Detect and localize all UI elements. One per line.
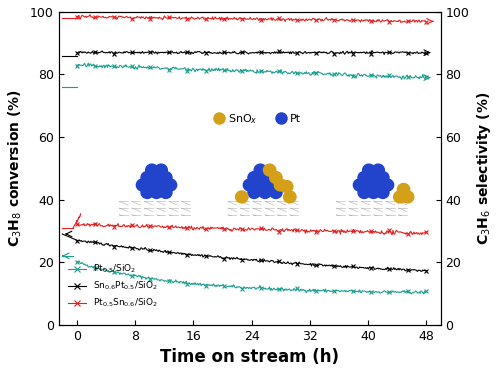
Circle shape	[254, 164, 266, 176]
Circle shape	[372, 179, 384, 191]
Circle shape	[270, 172, 282, 184]
Circle shape	[394, 191, 406, 203]
Circle shape	[259, 172, 271, 184]
Circle shape	[280, 181, 293, 192]
Circle shape	[146, 164, 158, 176]
Circle shape	[362, 164, 375, 176]
Circle shape	[368, 172, 380, 184]
Circle shape	[354, 179, 366, 191]
Circle shape	[358, 172, 370, 184]
Circle shape	[146, 179, 158, 191]
Circle shape	[164, 179, 176, 191]
Circle shape	[160, 172, 172, 184]
Circle shape	[264, 164, 276, 176]
Circle shape	[284, 191, 296, 203]
Circle shape	[270, 186, 282, 198]
X-axis label: Time on stream (h): Time on stream (h)	[160, 348, 339, 366]
Y-axis label: C$_3$H$_8$ conversion (%): C$_3$H$_8$ conversion (%)	[7, 90, 24, 247]
Circle shape	[141, 172, 154, 184]
Circle shape	[160, 186, 172, 198]
Circle shape	[376, 186, 389, 198]
Legend: Pt$_{0.5}$/SiO$_2$, Sn$_{0.6}$Pt$_{0.5}$/SiO$_2$, Pt$_{0.5}$Sn$_{0.6}$/SiO$_2$: Pt$_{0.5}$/SiO$_2$, Sn$_{0.6}$Pt$_{0.5}$…	[63, 258, 162, 314]
Circle shape	[402, 191, 414, 203]
Text: Pt: Pt	[290, 115, 301, 124]
Circle shape	[362, 179, 375, 191]
Text: SnO$_x$: SnO$_x$	[228, 113, 258, 126]
Circle shape	[150, 186, 162, 198]
Circle shape	[254, 179, 266, 191]
Circle shape	[382, 179, 394, 191]
Circle shape	[398, 184, 410, 195]
Circle shape	[141, 186, 154, 198]
Circle shape	[155, 179, 168, 191]
Circle shape	[358, 186, 370, 198]
Circle shape	[368, 186, 380, 198]
Circle shape	[376, 172, 389, 184]
Y-axis label: C$_3$H$_6$ selectivity (%): C$_3$H$_6$ selectivity (%)	[475, 92, 493, 245]
Circle shape	[244, 179, 256, 191]
Circle shape	[248, 172, 260, 184]
Circle shape	[236, 191, 248, 203]
Circle shape	[259, 186, 271, 198]
Circle shape	[155, 164, 168, 176]
Circle shape	[136, 179, 149, 191]
Circle shape	[274, 179, 286, 191]
Circle shape	[248, 186, 260, 198]
Circle shape	[265, 179, 278, 191]
Circle shape	[150, 172, 162, 184]
Circle shape	[372, 164, 384, 176]
